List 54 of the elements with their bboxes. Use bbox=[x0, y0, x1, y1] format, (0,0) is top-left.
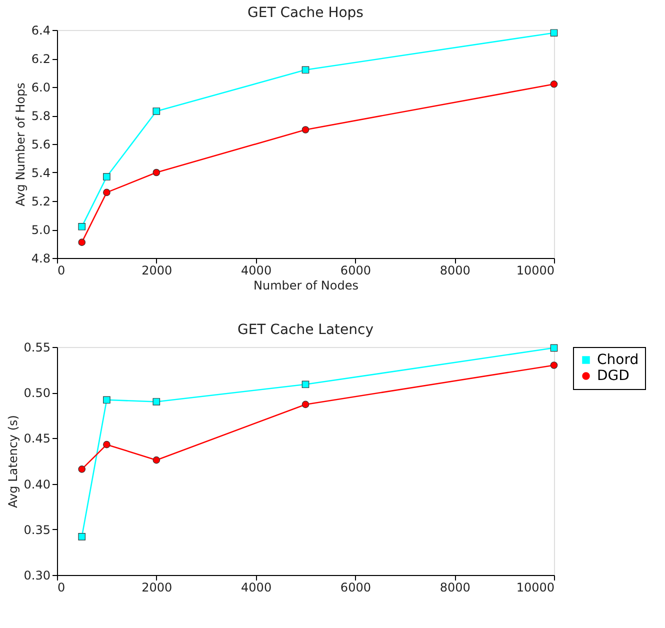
x-tick-label: 4000 bbox=[241, 264, 272, 278]
chart-title: GET Cache Hops bbox=[248, 5, 364, 21]
y-tick-label: 0.55 bbox=[24, 340, 50, 354]
x-tick-label: 10000 bbox=[516, 580, 554, 594]
point bbox=[550, 29, 558, 37]
point bbox=[302, 126, 310, 134]
x-tick-label: 8000 bbox=[440, 580, 470, 594]
y-tick-label: 0.30 bbox=[24, 568, 50, 582]
y-tick-label: 5.2 bbox=[31, 194, 50, 208]
point bbox=[103, 173, 110, 180]
x-tick-label: 4000 bbox=[241, 580, 272, 594]
y-axis-title: Avg Latency (s) bbox=[6, 415, 20, 508]
x-tick-label: 8000 bbox=[440, 264, 470, 278]
y-tick-label: 5.6 bbox=[31, 138, 50, 152]
y-tick-label: 0.50 bbox=[24, 386, 50, 400]
point bbox=[103, 188, 110, 196]
y-tick-label: 6.4 bbox=[31, 24, 50, 38]
y-tick-label: 6.0 bbox=[31, 80, 50, 94]
x-tick-label: 6000 bbox=[340, 580, 371, 594]
x-tick-label: 2000 bbox=[142, 580, 172, 594]
point bbox=[152, 168, 160, 176]
point bbox=[152, 108, 160, 115]
y-tick-label: 5.8 bbox=[31, 109, 50, 123]
y-tick-label: 4.8 bbox=[31, 252, 50, 266]
legend-label: DGD bbox=[597, 368, 630, 384]
point bbox=[302, 380, 310, 388]
y-tick-label: 0.40 bbox=[24, 477, 50, 492]
x-tick-label: 6000 bbox=[340, 264, 371, 278]
x-axis-title: Number of Nodes bbox=[254, 278, 358, 292]
point bbox=[152, 398, 160, 406]
x-tick-label: 2000 bbox=[142, 264, 172, 278]
point bbox=[78, 238, 86, 246]
y-tick-label: 5.0 bbox=[31, 223, 50, 237]
point bbox=[302, 66, 310, 74]
y-tick-label: 5.4 bbox=[31, 166, 50, 180]
x-tick-label: 10000 bbox=[516, 264, 554, 278]
chart-title: GET Cache Latency bbox=[237, 322, 374, 338]
point bbox=[152, 456, 160, 464]
x-tick-label: 0 bbox=[58, 580, 66, 594]
point bbox=[78, 222, 86, 230]
point bbox=[550, 362, 558, 369]
y-tick-label: 0.45 bbox=[24, 432, 50, 446]
point bbox=[103, 440, 110, 448]
y-tick-label: 6.2 bbox=[31, 52, 50, 66]
point bbox=[78, 466, 86, 473]
legend-label: Chord bbox=[597, 352, 639, 368]
point bbox=[103, 396, 110, 404]
y-axis-title: Avg Number of Hops bbox=[13, 82, 28, 206]
point bbox=[78, 533, 86, 540]
y-tick-label: 0.35 bbox=[24, 522, 50, 537]
x-tick-label: 0 bbox=[58, 264, 66, 278]
point bbox=[550, 80, 558, 88]
point bbox=[550, 344, 558, 352]
point bbox=[302, 400, 310, 408]
